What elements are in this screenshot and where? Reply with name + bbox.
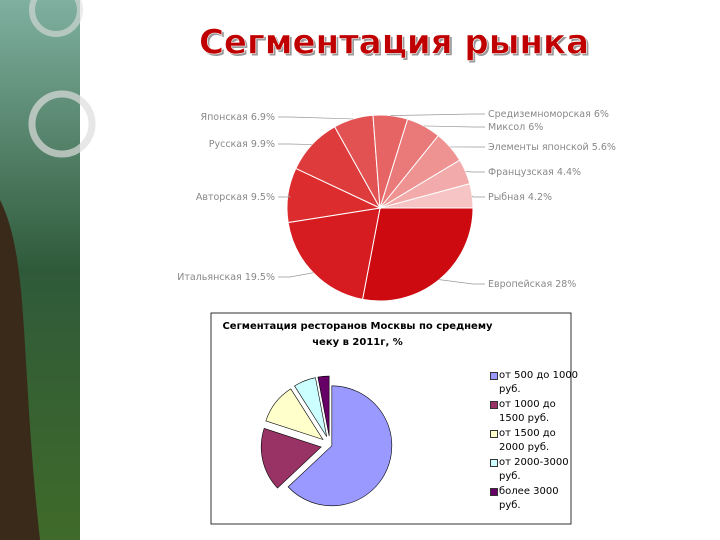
data-label: Авторская 9.5% bbox=[196, 192, 275, 203]
label-value: 6% bbox=[528, 122, 543, 133]
label-category: Миксол bbox=[488, 122, 525, 133]
pie-slice bbox=[287, 385, 393, 507]
pie-slice bbox=[379, 183, 474, 209]
data-label: Миксол 6% bbox=[488, 122, 543, 133]
leader-line bbox=[390, 113, 485, 116]
leader-line bbox=[278, 272, 314, 278]
legend-swatch bbox=[490, 401, 498, 409]
legend-swatch bbox=[490, 372, 498, 380]
label-value: 4.4% bbox=[557, 167, 581, 178]
legend-label: от 1500 до 2000 руб. bbox=[499, 428, 556, 453]
label-category: Элементы японской bbox=[488, 142, 589, 153]
ring bbox=[28, 90, 96, 158]
legend-label: от 500 до 1000 руб. bbox=[499, 370, 579, 395]
leader-line bbox=[471, 195, 485, 198]
legend-item: от 1500 до 2000 руб. bbox=[490, 427, 581, 455]
legend-swatch bbox=[490, 488, 498, 496]
label-value: 5.6% bbox=[592, 142, 616, 153]
label-category: Итальянская bbox=[177, 272, 242, 283]
leader-line bbox=[423, 125, 485, 128]
legend-item: от 500 до 1000 руб. bbox=[490, 369, 581, 397]
leader-line bbox=[278, 116, 354, 120]
label-category: Рыбная bbox=[488, 192, 525, 203]
pie-slice bbox=[361, 207, 474, 302]
label-category: Авторская bbox=[196, 192, 248, 203]
label-category: Русская bbox=[209, 139, 248, 150]
data-label: Итальянская 19.5% bbox=[177, 272, 275, 283]
legend-item: более 3000 руб. bbox=[490, 485, 581, 513]
label-category: Французская bbox=[488, 167, 554, 178]
title-shadow: Сегментация рынка bbox=[201, 25, 591, 65]
label-value: 9.5% bbox=[251, 192, 275, 203]
data-label: Русская 9.9% bbox=[209, 139, 275, 150]
legend-label: от 1000 до 1500 руб. bbox=[499, 399, 556, 424]
label-category: Европейская bbox=[488, 279, 552, 290]
legend-item: от 1000 до 1500 руб. bbox=[490, 398, 581, 426]
label-value: 6% bbox=[594, 109, 609, 120]
pie-slice bbox=[265, 388, 324, 441]
label-value: 19.5% bbox=[245, 272, 275, 283]
pie-slice bbox=[317, 375, 330, 437]
leader-line bbox=[278, 143, 313, 145]
legend-item: от 2000-3000 руб. bbox=[490, 456, 581, 484]
label-value: 6.9% bbox=[251, 112, 275, 123]
label-value: 4.2% bbox=[528, 192, 552, 203]
data-label: Средиземноморская 6% bbox=[488, 109, 609, 120]
legend-label: от 2000-3000 руб. bbox=[499, 457, 569, 482]
legend-swatch bbox=[490, 459, 498, 467]
legend-swatch bbox=[490, 430, 498, 438]
data-label: Европейская 28% bbox=[488, 279, 576, 290]
chart-title: Сегментация ресторанов Москвы по среднем… bbox=[222, 321, 493, 348]
leader-line bbox=[278, 194, 291, 198]
data-label: Элементы японской 5.6% bbox=[488, 142, 616, 153]
label-category: Средиземноморская bbox=[488, 109, 591, 120]
leader-line bbox=[439, 279, 485, 285]
ring bbox=[29, 0, 83, 37]
slide-title: Сегментация рынка bbox=[199, 23, 589, 63]
label-category: Японская bbox=[200, 112, 247, 123]
data-label: Рыбная 4.2% bbox=[488, 192, 552, 203]
label-value: 9.9% bbox=[251, 139, 275, 150]
data-label: Японская 6.9% bbox=[200, 112, 275, 123]
legend-label: более 3000 руб. bbox=[499, 486, 559, 511]
pie-slice bbox=[287, 207, 381, 300]
label-value: 28% bbox=[555, 279, 576, 290]
pie-slice bbox=[294, 377, 327, 437]
data-label: Французская 4.4% bbox=[488, 167, 581, 178]
pie-slice bbox=[260, 428, 322, 489]
tree-trunk bbox=[0, 200, 40, 540]
